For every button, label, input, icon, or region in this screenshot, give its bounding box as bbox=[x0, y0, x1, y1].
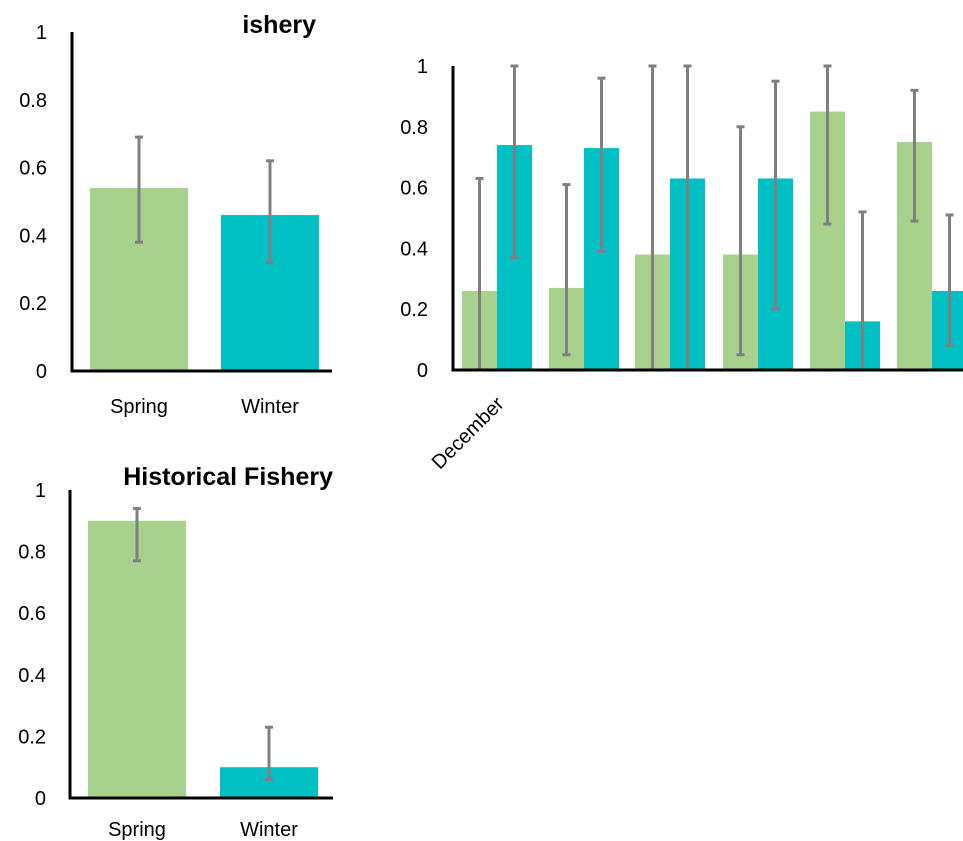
y-tick-label: 0.8 bbox=[400, 117, 428, 139]
x-category-label: Spring bbox=[110, 396, 168, 418]
x-category-label: Spring bbox=[108, 819, 166, 841]
chart-top-right: 0 0.2 0.4 0.6 0.8 1 December bbox=[400, 56, 963, 474]
chart-title: ishery bbox=[242, 11, 316, 39]
x-category-label: December bbox=[428, 393, 509, 474]
y-tick-label: 0.6 bbox=[400, 178, 428, 200]
y-tick-label: 0.4 bbox=[18, 665, 46, 687]
y-tick-label: 0 bbox=[417, 360, 428, 382]
y-tick-label: 1 bbox=[35, 480, 46, 502]
x-category-label: Winter bbox=[240, 819, 298, 841]
chart-title: Historical Fishery bbox=[123, 463, 333, 491]
y-tick-label: 0.8 bbox=[18, 542, 46, 564]
y-tick-label: 0.4 bbox=[19, 225, 47, 247]
chart-bottom-left: Historical Fishery 0 0.2 0.4 0.6 0.8 1 Spring Wi… bbox=[18, 463, 333, 841]
y-tick-label: 0.2 bbox=[400, 299, 428, 321]
y-tick-label: 0.8 bbox=[19, 90, 47, 112]
y-tick-label: 1 bbox=[36, 22, 47, 44]
y-tick-label: 0.2 bbox=[19, 293, 47, 315]
bar bbox=[932, 290, 963, 370]
y-tick-label: 0 bbox=[36, 361, 47, 383]
y-tick-label: 0.4 bbox=[400, 238, 428, 260]
chart-top-left: ishery 0 0.2 0.4 0.6 0.8 1 Spring Winter bbox=[19, 11, 332, 418]
x-category-label: Winter bbox=[241, 396, 299, 418]
y-tick-label: 0 bbox=[35, 788, 46, 810]
y-tick-label: 1 bbox=[417, 56, 428, 78]
y-tick-label: 0.6 bbox=[18, 603, 46, 625]
bar bbox=[88, 520, 186, 798]
y-tick-label: 0.2 bbox=[18, 726, 46, 748]
y-tick-label: 0.6 bbox=[19, 158, 47, 180]
